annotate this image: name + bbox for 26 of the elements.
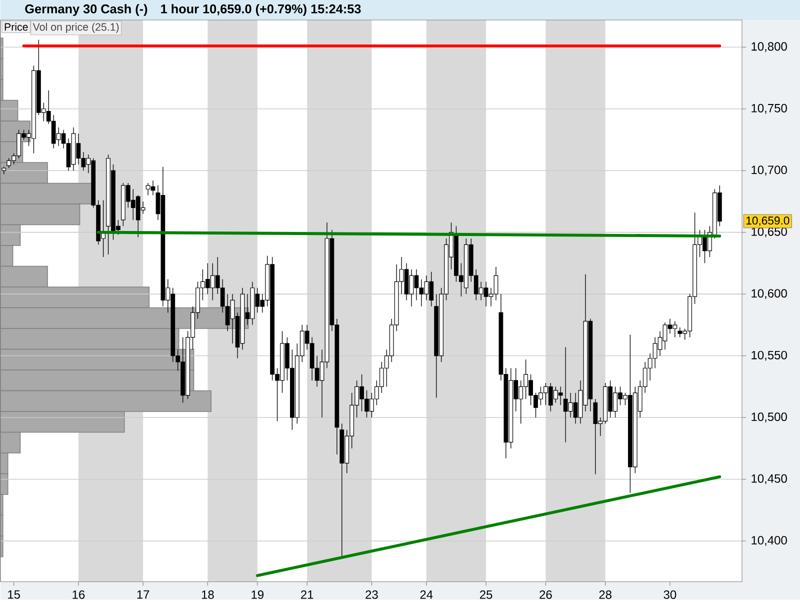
x-tick-label: 17 [137,590,150,598]
y-tick-label: 10,800 [752,42,787,52]
annotation: Vol on price (25.1) [32,22,119,33]
y-tick-label: 10,650 [752,227,787,238]
x-tick-label: 30 [664,590,676,599]
x-tick-label: 23 [366,590,378,599]
chart-title: Germany 30 Cash (-) [25,4,148,16]
x-tick-label: 25 [480,590,492,599]
x-tick-label: 15 [8,590,20,599]
y-tick-label: 10,750 [752,104,787,114]
y-tick-label: 10,500 [752,412,787,422]
y-tick-label: 10,450 [752,474,787,484]
x-tick-label: 28 [599,590,612,599]
x-tick-label: 19 [252,590,264,599]
x-tick-label: 18 [202,590,214,599]
x-tick-label: 16 [72,590,85,599]
y-tick-label: 10,550 [752,350,787,361]
y-tick-label: 10,700 [752,165,787,176]
y-tick-label: 10,600 [752,288,787,299]
x-tick-label: 26 [540,590,552,599]
x-tick-label: 24 [420,590,433,599]
y-tick-label: 10,400 [752,536,787,546]
chart-subtitle: 1 hour 10,659.0 (+0.79%) 15:24:53 [161,4,361,16]
annotation: Price [4,22,28,31]
text: 10,659.0 [746,216,790,226]
x-tick-label: 21 [301,590,314,599]
